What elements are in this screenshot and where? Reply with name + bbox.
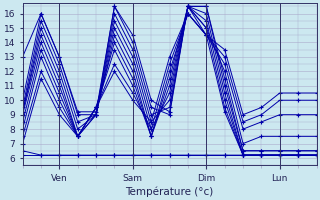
X-axis label: Température (°c): Température (°c) bbox=[125, 186, 214, 197]
